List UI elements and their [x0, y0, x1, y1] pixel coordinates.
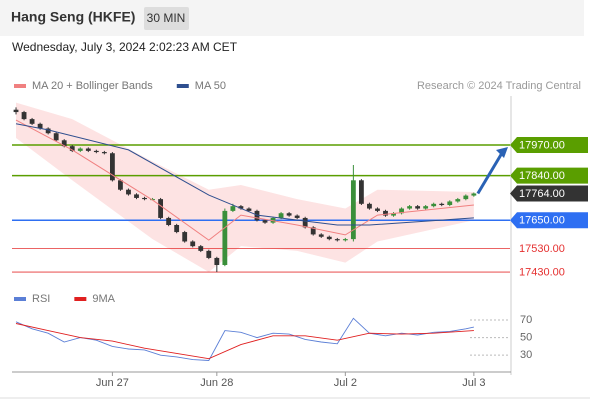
candle-body	[238, 206, 244, 209]
candle-body	[407, 206, 413, 209]
candle-body	[415, 206, 421, 209]
candle-body	[69, 146, 75, 151]
legend-label: 9MA	[92, 293, 115, 305]
candle-body	[21, 112, 27, 120]
candle-body	[214, 257, 220, 265]
level-label: 17764.00	[519, 188, 565, 200]
interval-label: 30 MIN	[147, 11, 186, 25]
legend-label: MA 50	[195, 80, 226, 92]
candle-body	[77, 148, 83, 151]
candle-body	[37, 123, 43, 129]
level-label: 17530.00	[519, 243, 565, 255]
candle-body	[399, 208, 404, 214]
legend-swatch	[74, 297, 87, 301]
interval-button[interactable]	[144, 7, 189, 30]
candle-body	[383, 210, 388, 216]
candle-body	[118, 180, 123, 190]
level-label: 17430.00	[519, 266, 565, 278]
candle-body	[310, 227, 316, 235]
level-label: 17970.00	[519, 139, 565, 151]
candle-body	[342, 239, 348, 241]
candle-body	[334, 239, 340, 241]
legend-swatch	[14, 84, 26, 88]
timestamp: Wednesday, July 3, 2024 2:02:23 AM CET	[12, 40, 238, 54]
candle-body	[471, 193, 477, 196]
x-tick-label: Jul 3	[462, 377, 485, 389]
candle-body	[142, 197, 147, 200]
candle-body	[294, 215, 300, 218]
legend-swatch	[176, 84, 189, 88]
level-label-box	[510, 167, 588, 184]
candle-body	[109, 153, 115, 181]
x-tick-label: Jun 27	[96, 377, 129, 389]
level-label: 17840.00	[519, 170, 565, 182]
candle-body	[134, 194, 139, 198]
candle-body	[423, 206, 429, 209]
candle-body	[326, 236, 332, 240]
indicator-line	[15, 317, 474, 361]
candle-body	[375, 208, 380, 211]
y-tick-label: 30	[520, 349, 532, 361]
candle-body	[391, 213, 396, 216]
candle-body	[126, 189, 131, 195]
candle-body	[198, 246, 204, 251]
candle-body	[93, 150, 99, 153]
x-tick-label: Jul 2	[334, 377, 357, 389]
candle-body	[286, 213, 292, 216]
candle-body	[358, 180, 364, 204]
candle-body	[13, 109, 19, 113]
candle-body	[439, 203, 445, 205]
forecast-arrow	[476, 152, 504, 195]
source: Research © 2024 Trading Central	[417, 80, 581, 92]
candle-body	[431, 203, 437, 207]
header-bar	[0, 0, 584, 36]
candle-body	[101, 152, 107, 154]
ma-line	[15, 123, 474, 226]
candle-body	[246, 208, 252, 211]
legend-label: RSI	[32, 293, 50, 305]
candle-body	[350, 180, 356, 240]
candle-body	[262, 220, 268, 223]
candle-body	[166, 217, 172, 225]
candle-body	[190, 241, 196, 247]
level-label-box	[510, 137, 588, 153]
candle-body	[182, 232, 188, 242]
instrument-title: Hang Seng (HKFE)	[11, 9, 135, 25]
level-label: 17650.00	[519, 215, 565, 227]
candle-body	[61, 140, 67, 147]
level-label-box	[510, 212, 588, 229]
candle-body	[447, 201, 453, 205]
candle-body	[222, 210, 228, 265]
candle-body	[455, 199, 461, 202]
indicator-line	[15, 323, 474, 360]
candle-body	[53, 133, 59, 141]
candle-body	[463, 195, 469, 200]
legend-label: MA 20 + Bollinger Bands	[32, 80, 153, 92]
candle-body	[302, 217, 308, 228]
candle-body	[318, 234, 324, 237]
y-tick-label: 50	[520, 332, 532, 344]
ma-line	[15, 119, 474, 241]
candle-body	[230, 206, 236, 211]
candle-body	[278, 213, 284, 218]
candle-body	[367, 203, 372, 209]
legend-swatch	[14, 297, 26, 301]
candle-body	[206, 250, 212, 258]
candle-body	[174, 225, 180, 233]
bollinger-band	[16, 102, 474, 273]
candle-body	[29, 119, 35, 124]
candle-body	[45, 128, 51, 134]
candle-body	[85, 148, 91, 151]
y-tick-label: 70	[520, 314, 532, 326]
candle-body	[158, 199, 164, 218]
forecast-arrow-head	[496, 147, 508, 158]
level-label-box	[510, 185, 588, 202]
x-tick-label: Jun 28	[200, 377, 233, 389]
